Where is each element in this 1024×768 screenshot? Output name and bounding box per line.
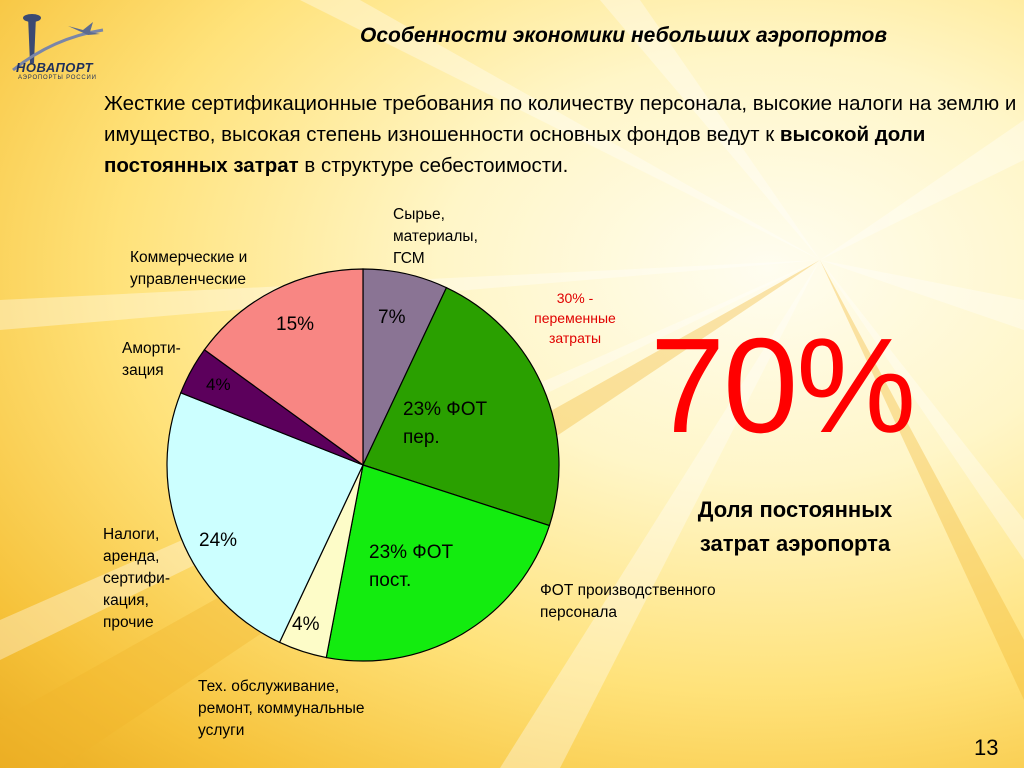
pie-slice-fot-var (362, 286, 560, 527)
slice-label-commercial: 15% (276, 314, 315, 335)
intro-part1: Жесткие сертификационные требования по к… (104, 92, 1017, 146)
slide-title: Особенности экономики небольших аэропорт… (360, 24, 887, 47)
label-raw-materials: Сырье, материалы, ГСМ (393, 206, 478, 267)
page-number: 13 (974, 735, 999, 760)
slice-label-fot-var: 23% ФОТ пер. (403, 399, 488, 448)
variable-costs-note: 30% - переменные затраты (534, 290, 616, 346)
logo-subtext: АЭРОПОРТЫ РОССИИ (18, 75, 97, 81)
intro-bold: высокой доли постоянных затрат (104, 123, 926, 177)
slice-label-amort: 4% (206, 375, 231, 394)
intro-paragraph: Жесткие сертификационные требования по к… (104, 88, 1024, 181)
slice-label-fot-const: 23% ФОТ пост. (369, 542, 454, 591)
label-taxes: Налоги, аренда, сертифи- кация, прочие (103, 526, 170, 631)
label-amortization: Аморти- зация (122, 340, 181, 379)
pie-slice-taxes (166, 392, 364, 644)
fixed-cost-share: 70% (650, 310, 916, 461)
slice-label-raw: 7% (378, 307, 406, 328)
fixed-cost-caption: Доля постоянных затрат аэропорта (697, 497, 893, 556)
pie-slice-fot-const (325, 464, 551, 662)
logo-text: НОВАПОРТ (16, 60, 94, 75)
label-fot: ФОТ производственного персонала (540, 582, 716, 621)
slice-label-taxes: 24% (199, 530, 238, 551)
slice-label-tech: 4% (292, 614, 320, 635)
intro-part2: в структуре себестоимости. (298, 154, 569, 177)
label-tech-service: Тех. обслуживание, ремонт, коммунальные … (198, 678, 365, 739)
novaport-logo (12, 14, 104, 72)
label-commercial: Коммерческие и управленческие (130, 249, 248, 288)
pie-slice-commercial (203, 268, 364, 467)
